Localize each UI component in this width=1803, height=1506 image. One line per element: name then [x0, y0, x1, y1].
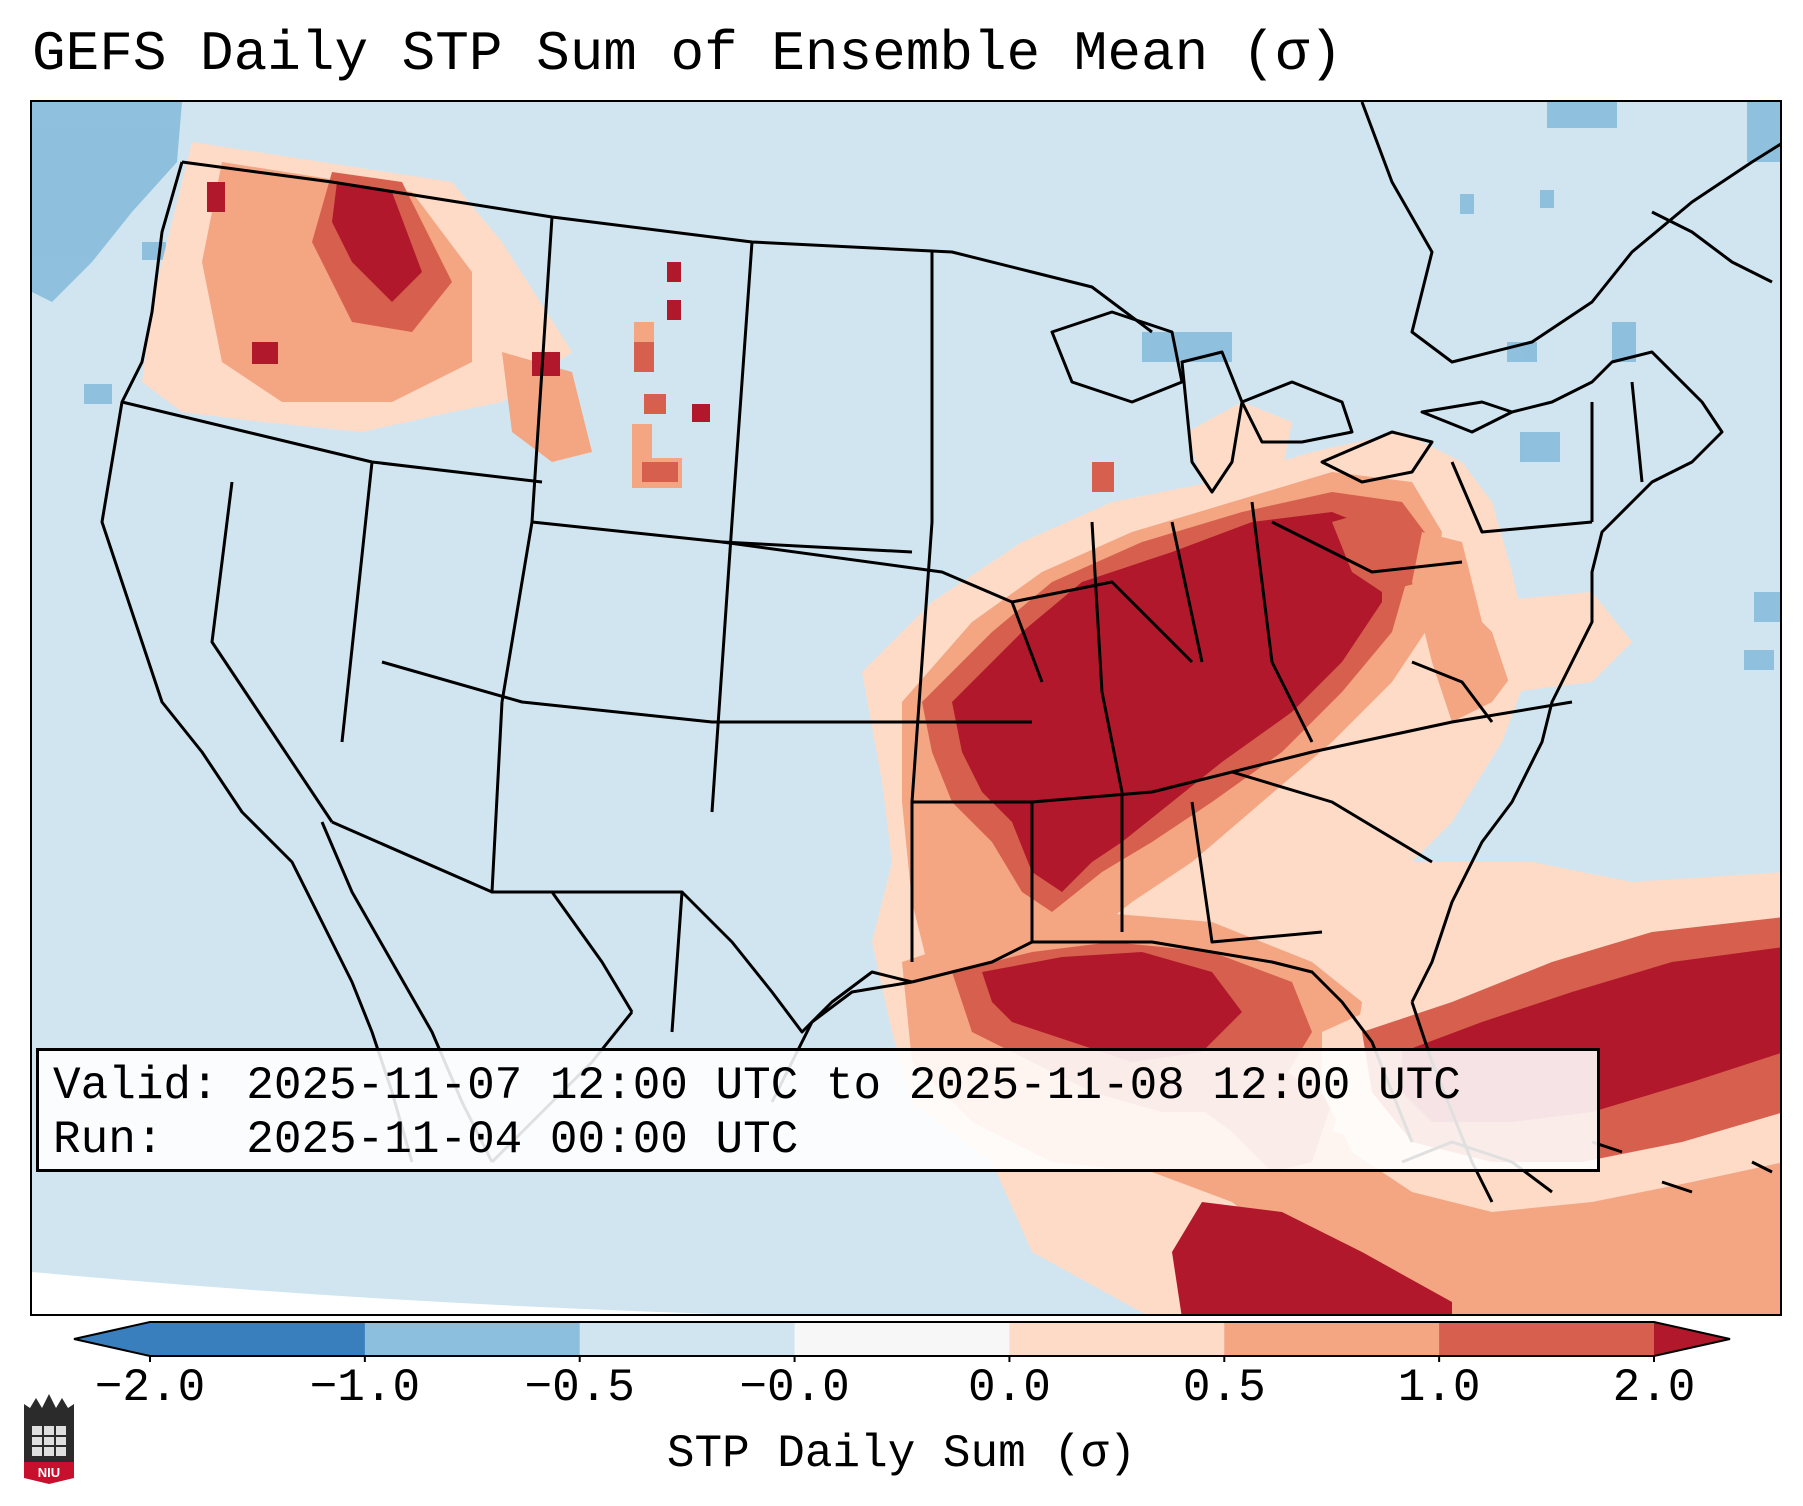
niu-logo: NIU — [24, 1394, 74, 1484]
colorbar-tick-label: −0.5 — [524, 1362, 635, 1414]
valid-time-line: Valid: 2025-11-07 12:00 UTC to 2025-11-0… — [53, 1060, 1461, 1112]
colorbar-segment — [794, 1322, 1010, 1356]
colorbar-segment — [579, 1322, 796, 1356]
logo-text: NIU — [38, 1465, 60, 1480]
colorbar-segment — [1439, 1322, 1655, 1356]
colorbar-label: STP Daily Sum (σ) — [666, 1428, 1137, 1480]
anomaly-pacific-northwest — [142, 142, 710, 488]
colorbar-tick-label: 1.0 — [1397, 1362, 1481, 1414]
colorbar-tick-label: −2.0 — [94, 1362, 206, 1414]
colorbar-extend-low — [74, 1322, 150, 1356]
colorbar-tick-label: 0.0 — [968, 1362, 1051, 1414]
colorbar-segment — [150, 1322, 366, 1356]
colorbar-extend-high — [1654, 1322, 1730, 1356]
negative-anomaly-field — [32, 102, 1780, 670]
colorbar-outline — [73, 1321, 1731, 1357]
colorbar-segment — [1009, 1322, 1225, 1356]
validity-info-box: Valid: 2025-11-07 12:00 UTC to 2025-11-0… — [36, 1048, 1600, 1172]
run-time-line: Run: 2025-11-04 00:00 UTC — [53, 1114, 799, 1166]
colorbar-tick-label: 0.5 — [1182, 1362, 1266, 1414]
colorbar-tick-label: 2.0 — [1612, 1362, 1696, 1414]
colorbar-segment — [1224, 1322, 1440, 1356]
colorbar-segment — [364, 1322, 581, 1356]
colorbar — [73, 1321, 1731, 1362]
colorbar-tick-label: −0.0 — [739, 1362, 850, 1414]
map-title: GEFS Daily STP Sum of Ensemble Mean (σ) — [32, 22, 1343, 86]
colorbar-tick-label: −1.0 — [309, 1362, 421, 1414]
